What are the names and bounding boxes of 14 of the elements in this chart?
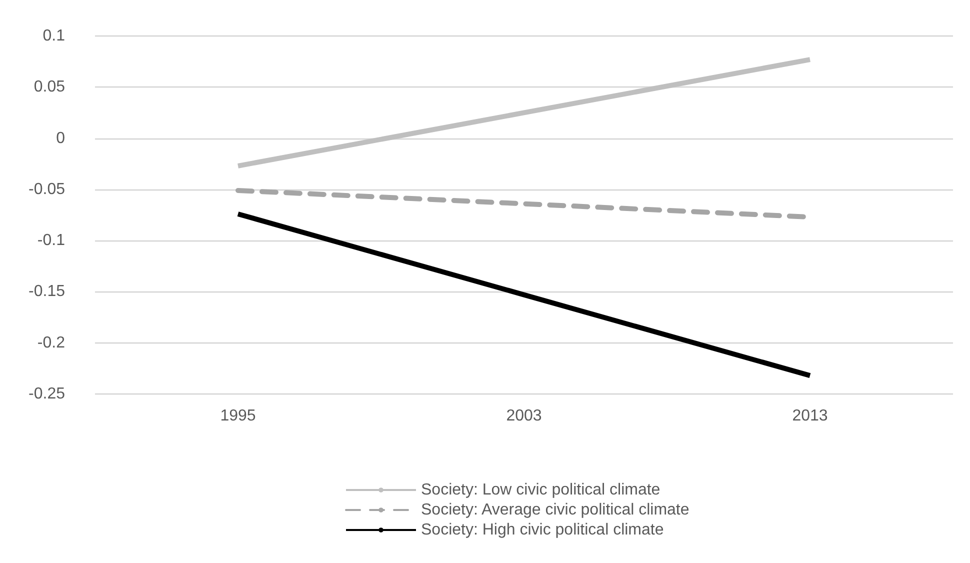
y-tick-label: -0.05: [28, 180, 66, 198]
x-tick-label: 2003: [506, 408, 542, 424]
x-tick-label: 1995: [220, 408, 256, 424]
y-tick-label: -0.15: [28, 283, 66, 300]
y-tick-label: 0: [56, 130, 66, 147]
y-tick-label: -0.25: [28, 386, 66, 402]
x-tick-label: 2013: [792, 408, 828, 424]
legend-label: Society: Average civic political climate: [421, 502, 690, 518]
y-tick-label: 0.1: [42, 28, 66, 44]
y-tick-label: 0.05: [34, 78, 66, 96]
legend-label: Society: Low civic political climate: [421, 482, 660, 498]
legend-label: Society: High civic political climate: [421, 522, 664, 538]
y-tick-label: -0.2: [37, 334, 66, 352]
y-tick-label: -0.1: [37, 232, 66, 250]
